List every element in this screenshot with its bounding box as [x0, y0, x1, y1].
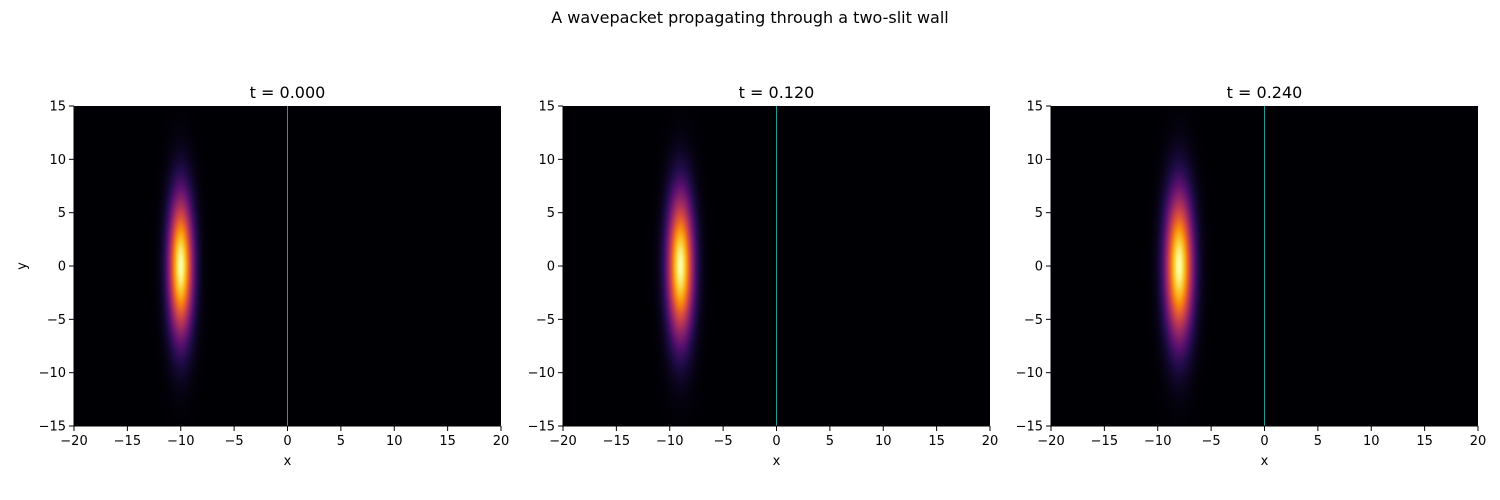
x-tick-label: −20 — [60, 434, 87, 449]
panel-title: t = 0.000 — [250, 83, 326, 102]
x-tick-label: 5 — [1314, 434, 1322, 449]
x-tick-label: −5 — [225, 434, 244, 449]
y-tick-label: 10 — [1026, 153, 1043, 168]
panel-3: t = 0.240−20 −15 −10 −5 0 5 10 15 20−15−10−50510… — [1016, 83, 1487, 469]
y-tick-label: −5 — [1024, 313, 1043, 328]
panel-title: t = 0.240 — [1227, 83, 1303, 102]
x-tick-label: −15 — [114, 434, 141, 449]
x-tick-label: −15 — [603, 434, 630, 449]
x-tick-label: −10 — [656, 434, 683, 449]
y-axis-label: y — [15, 262, 30, 270]
x-tick-label: 0 — [1260, 434, 1268, 449]
x-tick-label: −5 — [714, 434, 733, 449]
x-tick-label: 15 — [439, 434, 456, 449]
x-tick-label: −10 — [167, 434, 194, 449]
y-tick-label: 10 — [538, 153, 555, 168]
y-tick-label: −15 — [528, 420, 555, 435]
y-tick-label: 15 — [1026, 100, 1043, 115]
y-tick-label: −15 — [39, 420, 66, 435]
x-tick-label: 0 — [283, 434, 291, 449]
x-tick-label: 0 — [772, 434, 780, 449]
figure-title: A wavepacket propagating through a two-s… — [551, 8, 949, 27]
panel-1: t = 0.000−20 −15 −10 −5 0 5 10 15 20−15−10−50510… — [15, 83, 509, 469]
x-axis-label: x — [284, 454, 292, 469]
y-tick-label: −15 — [1016, 420, 1043, 435]
x-tick-label: 20 — [1470, 434, 1487, 449]
y-tick-label: 5 — [547, 206, 555, 221]
x-tick-label: −5 — [1202, 434, 1221, 449]
panel-2: t = 0.120−20 −15 −10 −5 0 5 10 15 20−15−10−50510… — [528, 83, 999, 469]
y-tick-label: −10 — [39, 366, 66, 381]
y-tick-label: 0 — [1035, 260, 1043, 275]
x-tick-label: 5 — [826, 434, 834, 449]
x-tick-label: −10 — [1144, 434, 1171, 449]
x-tick-label: 10 — [386, 434, 403, 449]
y-tick-label: 0 — [547, 260, 555, 275]
y-tick-label: 5 — [1035, 206, 1043, 221]
y-tick-label: 15 — [538, 100, 555, 115]
x-tick-label: 10 — [875, 434, 892, 449]
x-axis-label: x — [1261, 454, 1269, 469]
y-tick-label: 0 — [58, 260, 66, 275]
y-tick-label: 5 — [58, 206, 66, 221]
y-tick-label: 10 — [49, 153, 66, 168]
x-tick-label: −20 — [1037, 434, 1064, 449]
x-tick-label: 20 — [493, 434, 510, 449]
y-tick-label: −5 — [47, 313, 66, 328]
x-axis-label: x — [773, 454, 781, 469]
y-tick-label: 15 — [49, 100, 66, 115]
panel-title: t = 0.120 — [739, 83, 815, 102]
x-tick-label: 20 — [982, 434, 999, 449]
panels: t = 0.000−20 −15 −10 −5 0 5 10 15 20−15−10−50510… — [15, 83, 1486, 469]
x-tick-label: 15 — [1416, 434, 1433, 449]
x-tick-label: −20 — [549, 434, 576, 449]
x-tick-label: 15 — [928, 434, 945, 449]
x-tick-label: 5 — [337, 434, 345, 449]
x-tick-label: 10 — [1363, 434, 1380, 449]
y-tick-label: −5 — [536, 313, 555, 328]
y-tick-label: −10 — [528, 366, 555, 381]
x-tick-label: −15 — [1091, 434, 1118, 449]
y-tick-label: −10 — [1016, 366, 1043, 381]
